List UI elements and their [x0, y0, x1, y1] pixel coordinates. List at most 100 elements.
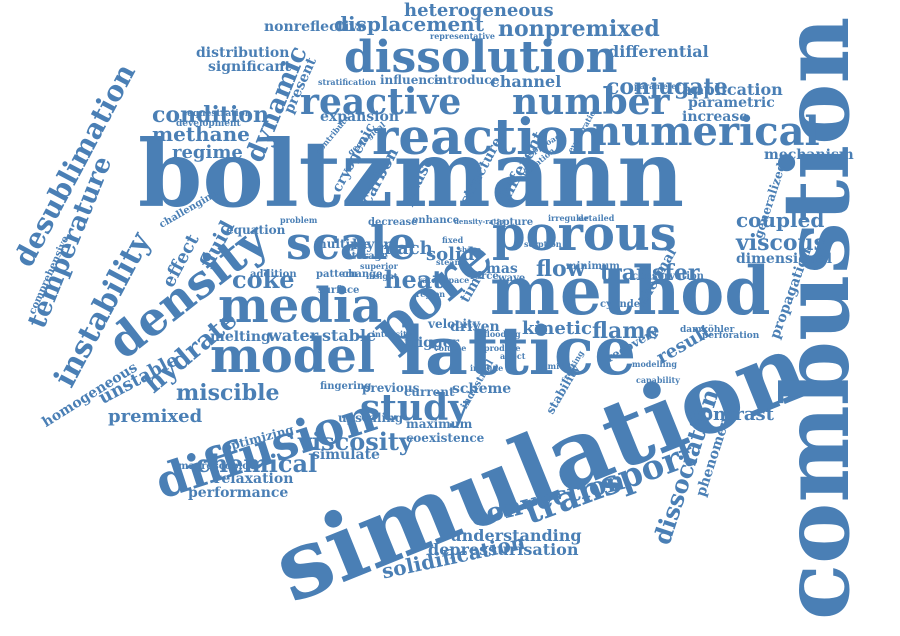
- word-relaxation: relaxation: [214, 471, 294, 487]
- word-equation: equation: [226, 223, 286, 237]
- word-storage: storage: [346, 251, 389, 262]
- word-simulate: simulate: [312, 447, 380, 463]
- word-stable: stable: [322, 326, 377, 345]
- word-kinetic: kinetic: [522, 318, 592, 339]
- word-condition: condition: [152, 102, 269, 128]
- word-miscible: miscible: [176, 380, 280, 406]
- word-understanding: understanding: [450, 526, 582, 545]
- word-minimum: minimum: [566, 261, 620, 272]
- word-regime: regime: [172, 142, 243, 163]
- word-performance: performance: [188, 485, 289, 501]
- word-trigger: trigger: [404, 335, 460, 351]
- word-fingering: fingering: [320, 381, 372, 392]
- word-steam: steam: [436, 257, 463, 267]
- word-flow: flow: [536, 256, 586, 282]
- word-previous: previous: [362, 381, 420, 395]
- word-pattern: pattern: [316, 269, 358, 280]
- word-scale: scale: [286, 216, 417, 270]
- word-media: media: [218, 278, 383, 334]
- word-irregular: irregular: [548, 213, 589, 223]
- word-detailed: detailed: [578, 213, 615, 223]
- word-displacement: displacement: [334, 12, 484, 36]
- word-reaction: reaction: [372, 107, 605, 166]
- word-region: region: [416, 289, 446, 299]
- word-conjugate: conjugate: [606, 74, 728, 100]
- word-significant: significant: [208, 59, 291, 75]
- word-humidity: humidity: [536, 361, 577, 371]
- word-distribution: distribution: [196, 45, 290, 61]
- word-solid: solid: [426, 244, 475, 265]
- word-perforation: perforation: [702, 331, 760, 341]
- word-driven: driven: [450, 319, 500, 335]
- word-water: water: [268, 326, 319, 345]
- word-premixed: premixed: [108, 406, 203, 427]
- word-parameter: parameter: [634, 81, 681, 91]
- word-decrease: decrease: [368, 217, 418, 228]
- word-stratification: stratification: [318, 77, 377, 87]
- word-addition: addition: [250, 269, 297, 280]
- word-damk-hler: damköhler: [680, 325, 735, 335]
- word-change: change: [342, 269, 383, 280]
- word-dissolution: dissolution: [344, 32, 618, 83]
- word-nonpremixed: nonpremixed: [498, 16, 660, 42]
- word-space: space: [444, 275, 470, 285]
- word-affect: affect: [500, 351, 526, 361]
- word-viscosity: viscosity: [298, 427, 413, 456]
- word-model: model: [210, 328, 376, 384]
- word-problem: problem: [280, 215, 318, 225]
- word-fixed: fixed: [442, 235, 464, 245]
- word-intensity: intensity: [372, 329, 412, 339]
- word-upscaling: upscaling: [338, 411, 404, 425]
- word-sorption: sorption: [524, 239, 562, 249]
- word-coexistence: coexistence: [406, 431, 485, 445]
- word-representative: representative: [430, 31, 495, 41]
- word-mach: mach: [378, 238, 433, 259]
- word-lattice: lattice: [400, 312, 637, 390]
- word-expansion: expansion: [320, 109, 400, 125]
- word-methane: methane: [152, 122, 250, 146]
- word-multiple: multiple: [314, 237, 371, 251]
- word-reactive: reactive: [300, 81, 462, 123]
- word-coupled: coupled: [736, 208, 825, 232]
- word-mechanism: mechanism: [764, 147, 854, 163]
- word-nonreflective: nonreflective: [264, 19, 367, 35]
- word-contrast: contrast: [690, 404, 774, 425]
- word-heterogeneous: heterogeneous: [404, 0, 554, 21]
- word-capability: capability: [636, 375, 680, 385]
- word-cylinder: cylinder: [600, 299, 646, 310]
- word-capture: capture: [490, 217, 534, 228]
- word-melting: melting: [210, 329, 271, 345]
- word-chemical: chemical: [196, 449, 318, 478]
- word-coke: coke: [232, 265, 295, 294]
- word-surface: surface: [318, 285, 360, 296]
- word-macroscopic: macroscopic: [178, 461, 249, 472]
- word-insight: insight: [366, 271, 398, 281]
- word-force: force: [470, 271, 499, 282]
- word-porous: porous: [492, 206, 677, 262]
- word-influence: influence: [380, 73, 443, 87]
- word-number: number: [512, 81, 670, 123]
- word-scheme: scheme: [452, 381, 512, 397]
- word-differential: differential: [608, 42, 709, 61]
- word-study: study: [360, 387, 470, 429]
- word-current: current: [404, 385, 455, 399]
- word-enhance: enhance: [412, 215, 460, 226]
- word-increase: increase: [682, 109, 749, 125]
- word-depressurisation: depressurisation: [428, 540, 579, 559]
- word-method: method: [490, 252, 771, 330]
- word-boltzmann: boltzmann: [138, 120, 685, 228]
- word-heat: heat: [384, 265, 444, 294]
- word-layer: layer: [352, 237, 391, 253]
- word-rate: rate: [418, 275, 437, 285]
- word-volume: volume: [434, 343, 467, 353]
- word-application: application: [682, 80, 783, 99]
- word-shape: shape: [458, 245, 481, 254]
- word-flooding: flooding: [484, 329, 521, 339]
- word-modelling: modelling: [632, 359, 678, 369]
- word-sequestration: sequestration: [182, 109, 252, 119]
- word-flame: flame: [592, 318, 660, 344]
- word-maximum: maximum: [406, 417, 473, 431]
- word-parametric: parametric: [688, 95, 775, 111]
- word-wave: wave: [498, 273, 526, 284]
